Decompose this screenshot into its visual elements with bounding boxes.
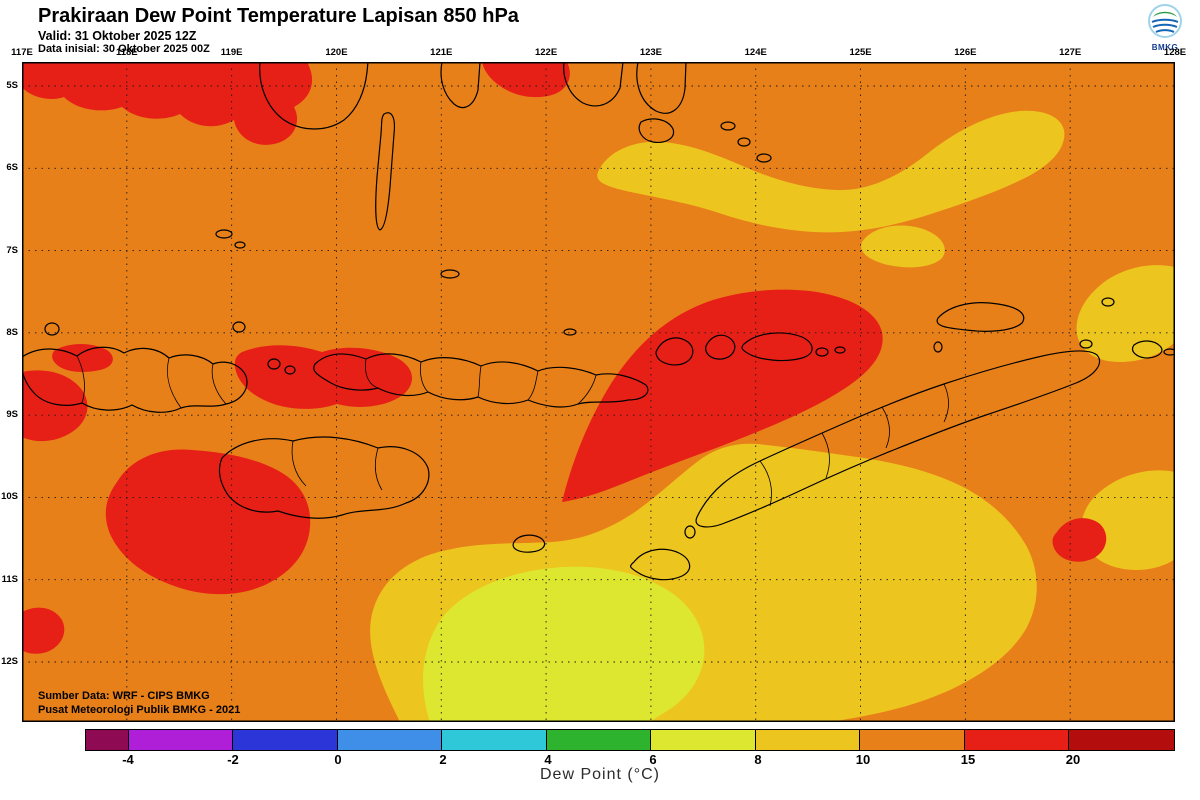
map-area: Sumber Data: WRF - CIPS BMKG Pusat Meteo…: [22, 62, 1175, 722]
colorbar-tick-0: 0: [334, 752, 342, 767]
colorbar-cell-2: [233, 730, 338, 750]
longitude-axis: 117E 118E 119E 120E 121E 122E 123E 124E 125E 126E…: [0, 47, 1200, 60]
colorbar-caption: Dew Point (°C): [540, 766, 660, 783]
lon-label-122E: 122E: [534, 47, 558, 58]
field-yellow-core: [423, 566, 705, 722]
colorbar-tick-20: 20: [1065, 752, 1081, 767]
dewpoint-colorbar: [85, 729, 1175, 751]
valid-time-label: Valid: 31 Oktober 2025 12Z: [38, 29, 197, 43]
lon-label-117E: 117E: [11, 47, 33, 58]
init-time-label: Data inisial: 30 Oktober 2025 00Z: [38, 43, 210, 55]
colorbar-tick-labels: -4 -2 0 2 4 6 8 10 15 20: [85, 752, 1175, 770]
colorbar-tick-10: 10: [855, 752, 871, 767]
bmkg-logo-icon: [1148, 4, 1182, 38]
lat-label-10S: 10S: [1, 491, 18, 503]
lon-label-121E: 121E: [430, 47, 453, 58]
colorbar-cell-0: [86, 730, 129, 750]
lat-label-8S: 8S: [6, 326, 18, 338]
colorbar-cell-10: [1069, 730, 1174, 750]
lon-label-118E: 118E: [115, 47, 138, 58]
lon-label-126E: 126E: [954, 47, 977, 58]
lon-label-120E: 120E: [325, 47, 348, 58]
lon-label-128E: 128E: [1163, 47, 1187, 58]
colorbar-tick-4: 4: [544, 752, 552, 767]
lat-label-12S: 12S: [1, 656, 18, 667]
lon-label-123E: 123E: [639, 47, 662, 58]
colorbar-tick-6: 6: [649, 752, 657, 767]
colorbar-tick-8: 8: [754, 752, 762, 767]
colorbar-cell-1: [128, 730, 234, 750]
bmkg-logo-text: BMKG: [1151, 43, 1179, 52]
field-red-regions: [22, 62, 1107, 654]
lat-label-5S: 5S: [6, 80, 18, 91]
colorbar-tick--2: -2: [227, 752, 239, 767]
lat-label-7S: 7S: [6, 244, 18, 256]
lon-label-124E: 124E: [744, 47, 767, 58]
lon-label-125E: 125E: [849, 47, 872, 58]
colorbar-tick--4: -4: [122, 752, 134, 767]
page-title: Prakiraan Dew Point Temperature Lapisan …: [38, 5, 519, 27]
colorbar-cell-5: [546, 730, 652, 750]
lat-label-9S: 9S: [6, 409, 18, 421]
data-source-line: Sumber Data: WRF - CIPS BMKG: [38, 690, 210, 702]
colorbar-cell-9: [964, 730, 1070, 750]
colorbar-cell-6: [651, 730, 756, 750]
bmkg-logo: BMKG: [1142, 3, 1188, 52]
lat-label-11S: 11S: [1, 573, 18, 585]
publisher-line: Pusat Meteorologi Publik BMKG - 2021: [38, 704, 241, 716]
colorbar-cell-3: [337, 730, 443, 750]
colorbar-cell-8: [860, 730, 965, 750]
colorbar-cell-4: [442, 730, 547, 750]
dewpoint-contour-map: [22, 62, 1175, 722]
colorbar-tick-2: 2: [439, 752, 447, 767]
lat-label-6S: 6S: [6, 162, 18, 174]
lon-label-119E: 119E: [220, 47, 243, 58]
colorbar-cell-7: [755, 730, 861, 750]
lon-label-127E: 127E: [1059, 47, 1082, 58]
colorbar-tick-15: 15: [960, 752, 976, 767]
latitude-axis: 5S 6S 7S 8S 9S 10S 11S 12S: [0, 0, 20, 800]
map-border: [22, 62, 1175, 722]
coastlines: [22, 62, 1175, 581]
